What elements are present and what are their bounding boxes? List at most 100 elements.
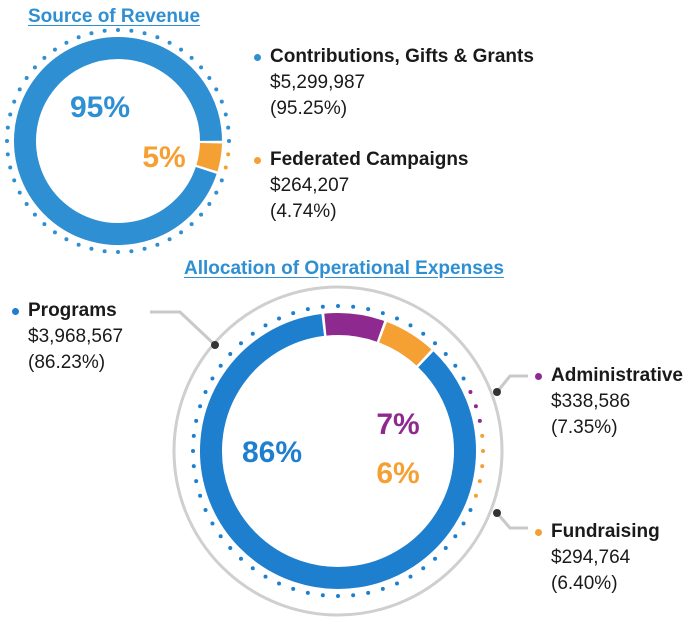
ring-dot (155, 242, 160, 247)
revenue-slice-label-federated: 5% (142, 141, 185, 174)
ring-dot (203, 390, 208, 395)
ring-dot (142, 246, 147, 251)
expenses-slice-label-programs: 86% (242, 436, 302, 469)
ring-dot (198, 493, 203, 498)
ring-dot (366, 590, 371, 595)
ring-dot (477, 479, 482, 484)
expenses-chart-title: Allocation of Operational Expenses (184, 258, 504, 279)
ring-dot (8, 165, 13, 170)
ring-dot (443, 546, 448, 551)
ring-dot (155, 35, 160, 40)
ring-dot (421, 566, 426, 571)
ring-dot (167, 237, 172, 242)
ring-dot (226, 152, 231, 157)
ring-dot (263, 323, 268, 328)
ring-dot (477, 418, 482, 423)
ring-dot (461, 376, 466, 381)
ring-dot (17, 190, 22, 195)
ring-dot (189, 222, 194, 227)
ring-dot (89, 31, 94, 36)
ring-dot (228, 546, 233, 551)
ring-dot (167, 40, 172, 45)
ring-dot (76, 242, 81, 247)
ring-dot (480, 433, 485, 438)
legend-percent: (86.23%) (28, 352, 106, 373)
legend-dot-icon (535, 372, 542, 380)
ring-dot (214, 190, 219, 195)
legend-item-contributions: Contributions, Gifts & Grants $5,299,987… (254, 44, 534, 122)
ring-dot (250, 566, 255, 571)
legend-amount: $338,586 (551, 391, 631, 412)
ring-dot (291, 586, 296, 591)
leader-line-programs (150, 310, 217, 347)
ring-dot (179, 230, 184, 235)
ring-dot (179, 47, 184, 52)
ring-dot (210, 521, 215, 526)
ring-dot (24, 75, 29, 80)
ring-dot (351, 304, 356, 309)
ring-dot (468, 390, 473, 395)
legend-amount: $294,764 (551, 547, 631, 568)
ring-dot (191, 433, 196, 438)
ring-dot (263, 574, 268, 579)
ring-dot (226, 125, 231, 130)
ring-dot (198, 404, 203, 409)
ring-dot (305, 590, 310, 595)
leader-line-administrative (495, 374, 528, 393)
legend-amount: $3,968,567 (28, 326, 124, 347)
ring-dot (238, 341, 243, 346)
leader-dot-administrative (493, 388, 501, 396)
ring-dot (214, 87, 219, 92)
ring-dot (380, 311, 385, 316)
ring-dot (191, 464, 196, 469)
ring-dot (5, 152, 10, 157)
ring-dot (76, 35, 81, 40)
legend-percent: (95.25%) (270, 98, 348, 119)
legend-amount: $264,207 (270, 175, 350, 196)
ring-dot (203, 507, 208, 512)
ring-dot (42, 222, 47, 227)
ring-dot (408, 574, 413, 579)
ring-dot (250, 331, 255, 336)
ring-dot (219, 99, 224, 104)
legend-name: Programs (28, 300, 117, 321)
ring-dot (32, 65, 37, 70)
ring-dot (320, 304, 325, 309)
ring-dot (199, 212, 204, 217)
legend-name: Fundraising (551, 521, 660, 542)
leader-dot-programs (211, 341, 219, 349)
slice-federated-campaigns (196, 142, 222, 172)
ring-dot (461, 521, 466, 526)
legend-percent: (6.40%) (551, 573, 618, 594)
legend-amount: $5,299,987 (270, 72, 366, 93)
legend-name: Administrative (551, 365, 683, 386)
ring-dot (42, 55, 47, 60)
leader-dot-fundraising (493, 509, 501, 517)
legend-name: Contributions, Gifts & Grants (270, 46, 534, 67)
leader-lines (150, 310, 528, 530)
ring-dot (194, 479, 199, 484)
ring-dot (17, 87, 22, 92)
ring-dot (129, 28, 134, 33)
ring-dot (199, 65, 204, 70)
leader-line-fundraising (495, 512, 528, 530)
ring-dot (207, 75, 212, 80)
legend-item-programs: Programs $3,968,567 (86.23%) (12, 298, 123, 376)
ring-dot (189, 55, 194, 60)
ring-dot (194, 418, 199, 423)
expenses-outer-ring (172, 285, 504, 617)
ring-dot (218, 534, 223, 539)
ring-dot (116, 250, 120, 254)
legend-dot-icon (254, 156, 261, 164)
ring-dot (129, 249, 134, 254)
ring-dot (102, 28, 107, 33)
expenses-slice-label-fundraising: 6% (376, 457, 419, 490)
ring-dot (210, 376, 215, 381)
ring-dot (453, 534, 458, 539)
ring-dot (8, 112, 13, 117)
legend-dot-icon (254, 53, 261, 61)
slice-programs (200, 314, 476, 589)
ring-dot (394, 316, 399, 321)
ring-dot (468, 507, 473, 512)
